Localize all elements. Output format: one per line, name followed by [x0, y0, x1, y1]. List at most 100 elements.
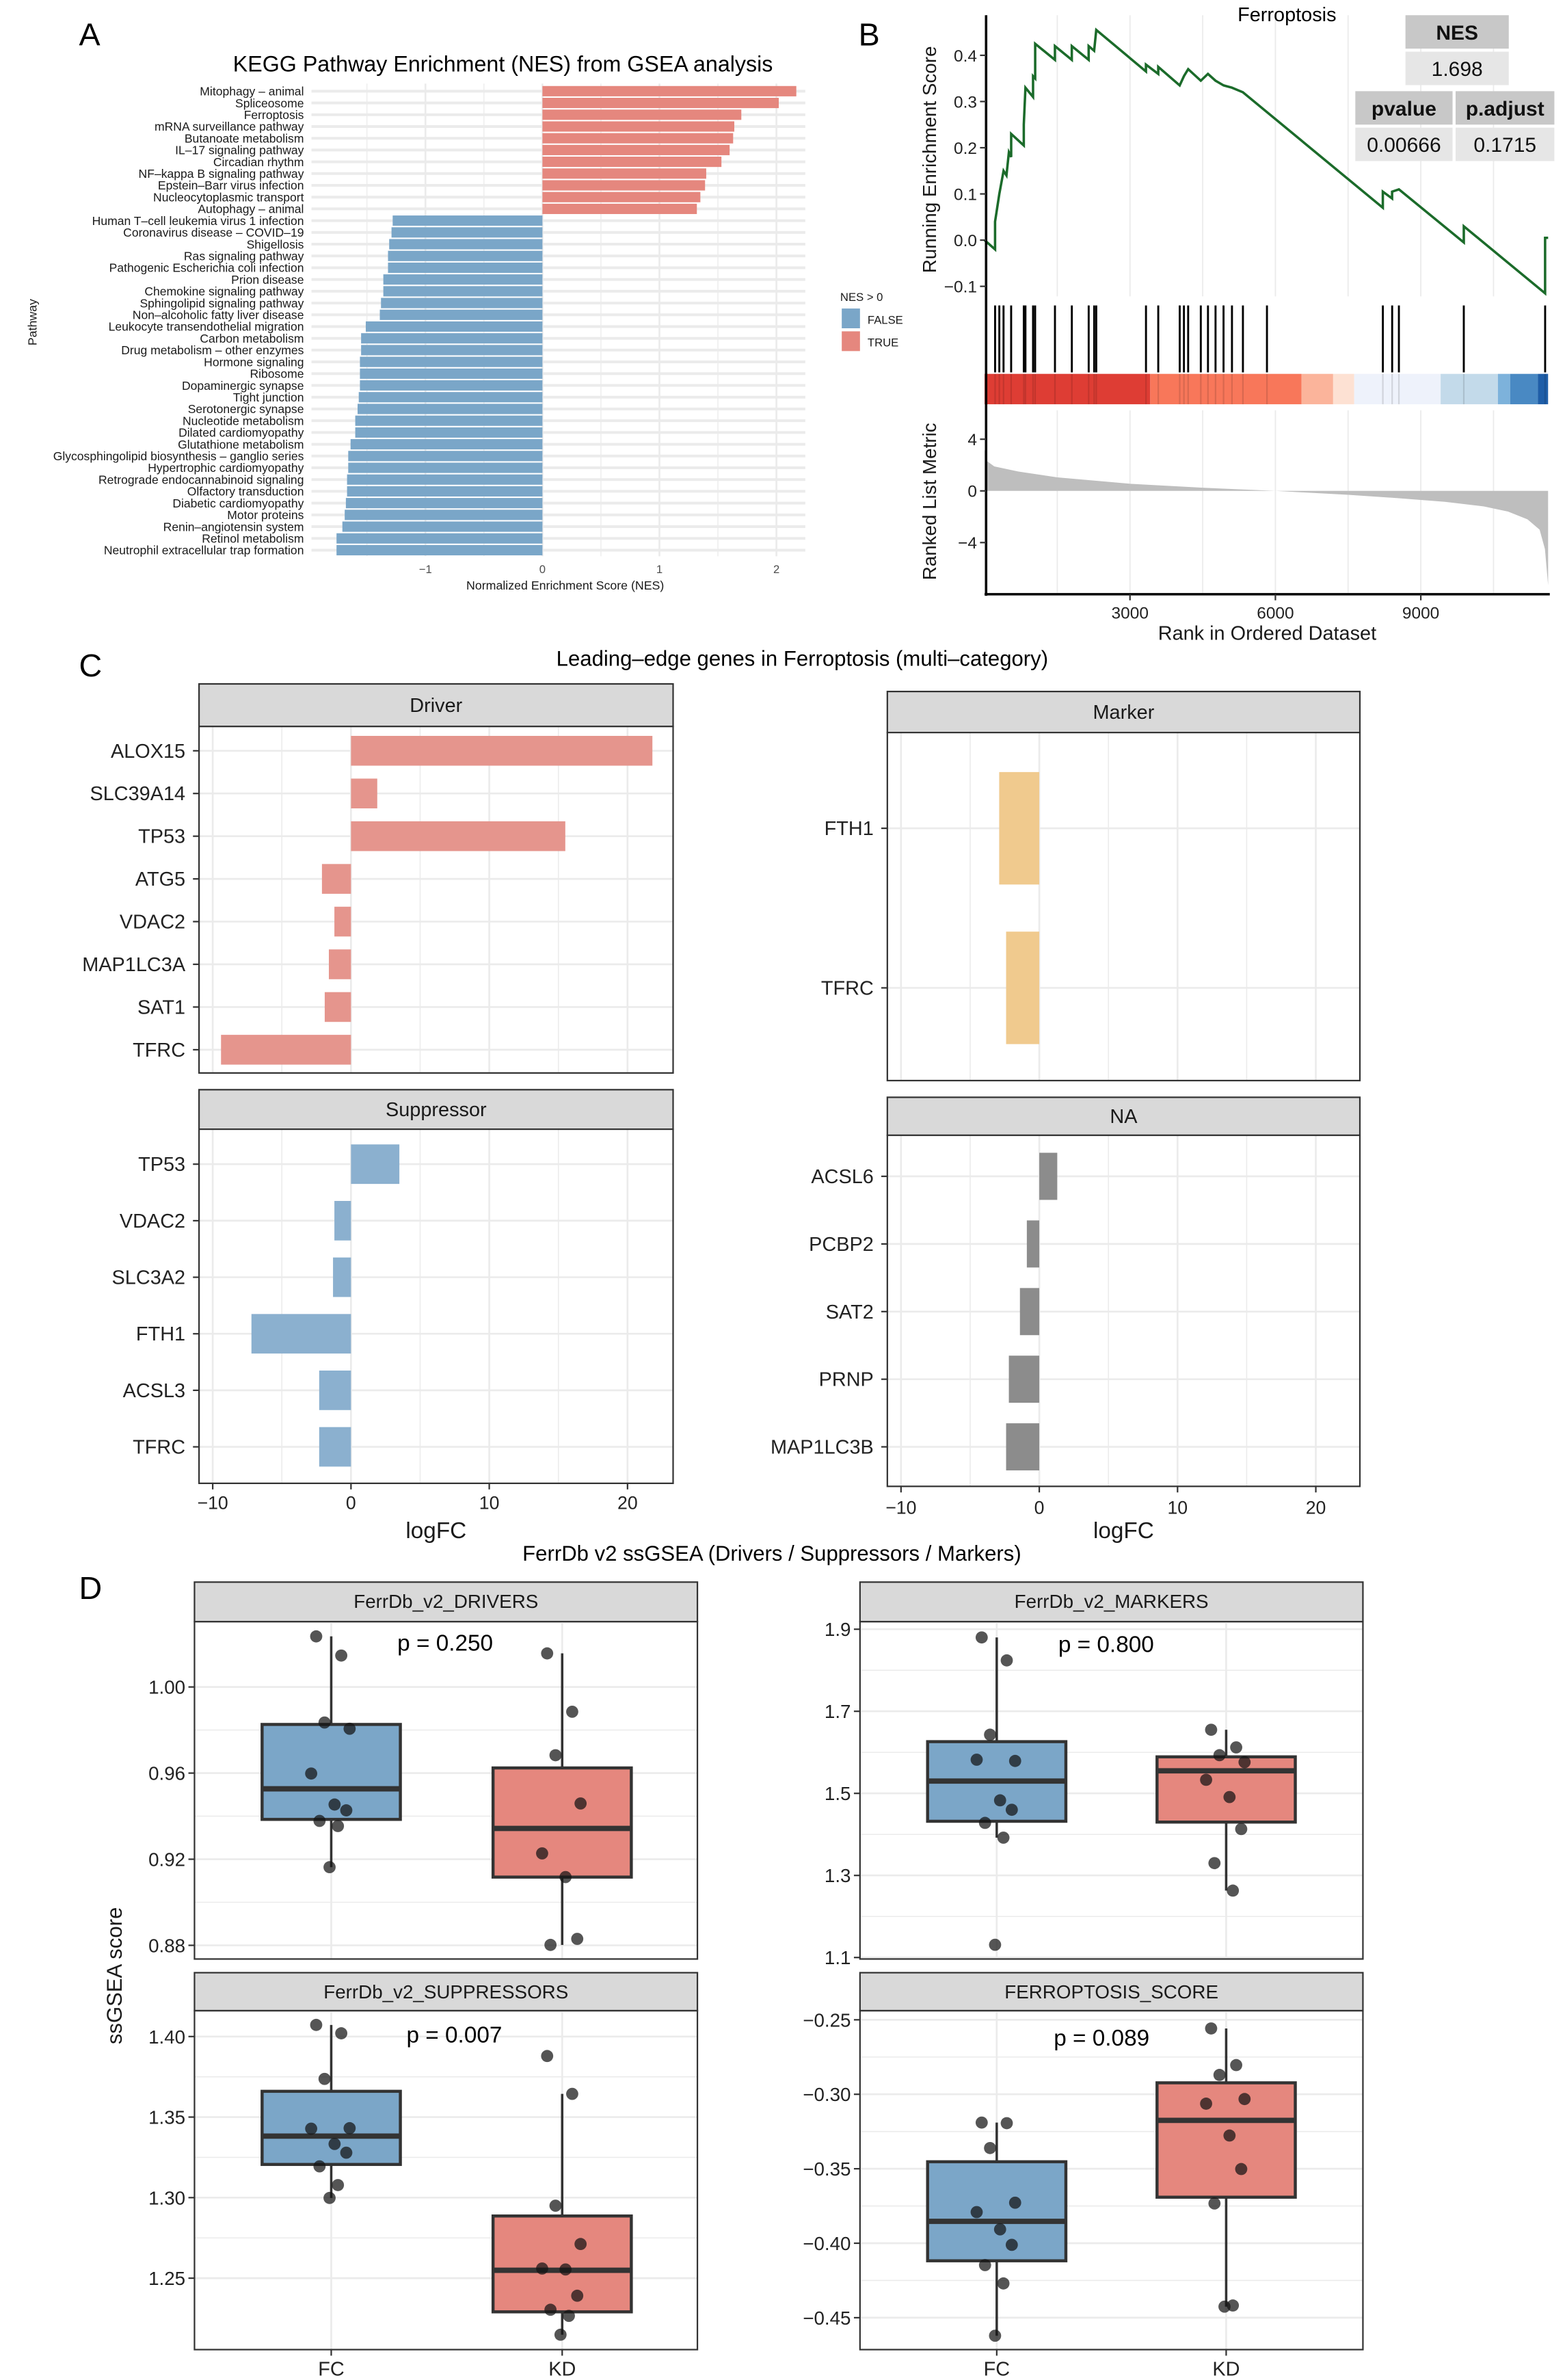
gene-label: VDAC2 [120, 1211, 185, 1232]
gene-label: TP53 [138, 826, 185, 848]
pathway-label: Nucleocytoplasmic transport [153, 190, 304, 204]
x-tick-label: 0 [539, 563, 546, 576]
sample-point [997, 1832, 1010, 1844]
box-iqr [926, 2160, 1068, 2262]
sample-point [1208, 2197, 1221, 2210]
panel-label-c: C [79, 648, 103, 683]
pathway-label: Olfactory transduction [187, 485, 304, 499]
pathway-label: Motor proteins [227, 508, 304, 522]
nes-bar [360, 356, 543, 367]
table-pvalue-header: pvalue [1372, 98, 1436, 120]
sample-point [544, 1938, 557, 1951]
pathway-label: Sphingolipid signaling pathway [139, 296, 304, 310]
facet-plot-bg [887, 732, 1360, 1081]
sample-point [1000, 2117, 1013, 2130]
sample-point [541, 2050, 554, 2063]
nes-bar [392, 215, 543, 226]
facet-border [198, 726, 674, 1074]
facet-strip [198, 683, 674, 728]
sample-point [574, 2238, 587, 2251]
table-cell [1405, 51, 1509, 85]
sample-point [335, 1649, 348, 1662]
legend-label: TRUE [868, 336, 898, 349]
facet-strip [886, 691, 1361, 734]
legend-label: FALSE [868, 313, 903, 326]
y-tick-label: 1.35 [148, 2107, 185, 2128]
sample-point [554, 2328, 567, 2341]
pathway-label: mRNA surveillance pathway [155, 120, 304, 133]
facet-strip [886, 1096, 1361, 1137]
sample-point [566, 1705, 578, 1718]
gene-label: SLC39A14 [90, 783, 185, 805]
pathway-label: Ras signaling pathway [184, 249, 304, 263]
x-tick-label: −10 [198, 1493, 228, 1513]
es-tick-label: 0.4 [954, 47, 977, 66]
es-tick-label: −0.1 [944, 278, 977, 297]
sample-point [975, 2116, 988, 2129]
sample-point [318, 1716, 331, 1729]
metric-tick-label: 0 [967, 483, 977, 501]
x-axis-label: Normalized Enrichment Score (NES) [466, 579, 664, 592]
gene-label: SAT2 [826, 1301, 874, 1323]
pathway-label: Leukocyte transendothelial migration [109, 320, 304, 334]
panel-label-d: D [79, 1570, 103, 1606]
nes-bar [542, 168, 706, 179]
group-label: FC [318, 2358, 345, 2380]
rank-color-segment [1497, 373, 1510, 405]
sample-point [1005, 2238, 1018, 2251]
nes-bar [336, 544, 543, 556]
logfc-bar [1006, 1423, 1040, 1470]
nes-bar [391, 227, 543, 238]
nes-bar [542, 157, 722, 168]
boxplot-fc [260, 1630, 402, 1874]
legend-swatch [842, 331, 860, 352]
facet-strip [193, 1581, 699, 1623]
sample-point [1005, 1803, 1018, 1816]
rank-color-segment [1441, 373, 1498, 405]
table-pvalue-value: 0.00666 [1367, 134, 1441, 157]
nes-bar [542, 109, 742, 120]
table-cell [1355, 91, 1453, 125]
sample-point [1235, 2163, 1248, 2176]
box-iqr [491, 2214, 633, 2314]
gene-label: ACSL3 [123, 1380, 186, 1402]
sample-point [549, 1749, 562, 1762]
y-tick-label: 1.30 [148, 2187, 185, 2208]
es-axis-label: Running Enrichment Score [919, 46, 940, 273]
sample-point [1218, 2300, 1231, 2313]
facet-border [859, 2009, 1364, 2351]
sample-point [313, 2160, 326, 2173]
nes-bar [542, 133, 734, 144]
nes-bar [365, 321, 543, 332]
es-tick-label: 0.3 [954, 93, 977, 111]
facet-ferroptosis-score: FERROPTOSIS_SCORE −0.25 −0.30 −0.35 −0.40 −0.… [803, 1972, 1364, 2380]
boxplot-fc [926, 2116, 1068, 2342]
facet-strip-label: Suppressor [386, 1099, 487, 1121]
logfc-bar [1006, 931, 1040, 1044]
rank-color-segment [1538, 373, 1549, 405]
rank-color-segment [1510, 373, 1538, 405]
logfc-bar [351, 778, 377, 808]
nes-bar [361, 333, 543, 344]
gene-label: MAP1LC3B [771, 1437, 874, 1459]
gene-label: PRNP [819, 1369, 874, 1391]
facet-strip-label: FerrDb_v2_SUPPRESSORS [323, 1981, 568, 2002]
facet-strip [198, 1089, 674, 1130]
sample-point [1223, 2129, 1236, 2142]
pathway-label: Neutrophil extracellular trap formation [104, 544, 304, 557]
y-tick-label: 1.5 [825, 1783, 851, 1804]
sample-point [332, 2179, 345, 2191]
sample-point [993, 1794, 1006, 1807]
sample-point [1230, 2059, 1242, 2072]
sample-point [563, 2310, 575, 2323]
y-tick-label: 1.40 [148, 2026, 185, 2048]
gene-label: ATG5 [135, 869, 185, 890]
y-axis-label: ssGSEA score [103, 1907, 126, 2045]
sample-point [571, 1933, 584, 1945]
sample-point [970, 2206, 983, 2219]
y-tick-label: 1.25 [148, 2268, 185, 2289]
pathway-label: Coronavirus disease – COVID–19 [123, 226, 304, 239]
nes-bar [542, 203, 697, 214]
boxplot-fc [926, 1631, 1068, 1951]
facet-border [886, 732, 1361, 1082]
